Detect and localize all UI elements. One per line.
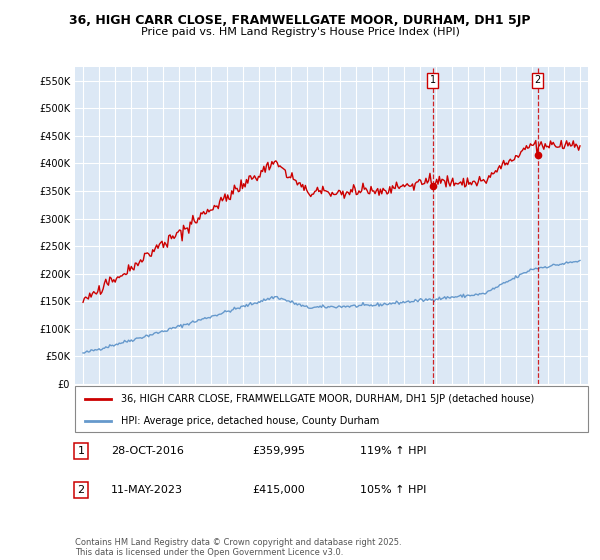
Text: Price paid vs. HM Land Registry's House Price Index (HPI): Price paid vs. HM Land Registry's House … xyxy=(140,27,460,37)
Text: Contains HM Land Registry data © Crown copyright and database right 2025.
This d: Contains HM Land Registry data © Crown c… xyxy=(75,538,401,557)
Text: £359,995: £359,995 xyxy=(252,446,305,456)
Text: 2: 2 xyxy=(77,485,85,495)
Text: 1: 1 xyxy=(430,75,436,85)
Text: 36, HIGH CARR CLOSE, FRAMWELLGATE MOOR, DURHAM, DH1 5JP (detached house): 36, HIGH CARR CLOSE, FRAMWELLGATE MOOR, … xyxy=(121,394,535,404)
Text: 28-OCT-2016: 28-OCT-2016 xyxy=(111,446,184,456)
Text: £415,000: £415,000 xyxy=(252,485,305,495)
Text: 105% ↑ HPI: 105% ↑ HPI xyxy=(360,485,427,495)
Text: 2: 2 xyxy=(535,75,541,85)
Text: HPI: Average price, detached house, County Durham: HPI: Average price, detached house, Coun… xyxy=(121,416,379,426)
Text: 36, HIGH CARR CLOSE, FRAMWELLGATE MOOR, DURHAM, DH1 5JP: 36, HIGH CARR CLOSE, FRAMWELLGATE MOOR, … xyxy=(69,14,531,27)
Text: 1: 1 xyxy=(77,446,85,456)
Text: 119% ↑ HPI: 119% ↑ HPI xyxy=(360,446,427,456)
FancyBboxPatch shape xyxy=(75,386,588,432)
Text: 11-MAY-2023: 11-MAY-2023 xyxy=(111,485,183,495)
